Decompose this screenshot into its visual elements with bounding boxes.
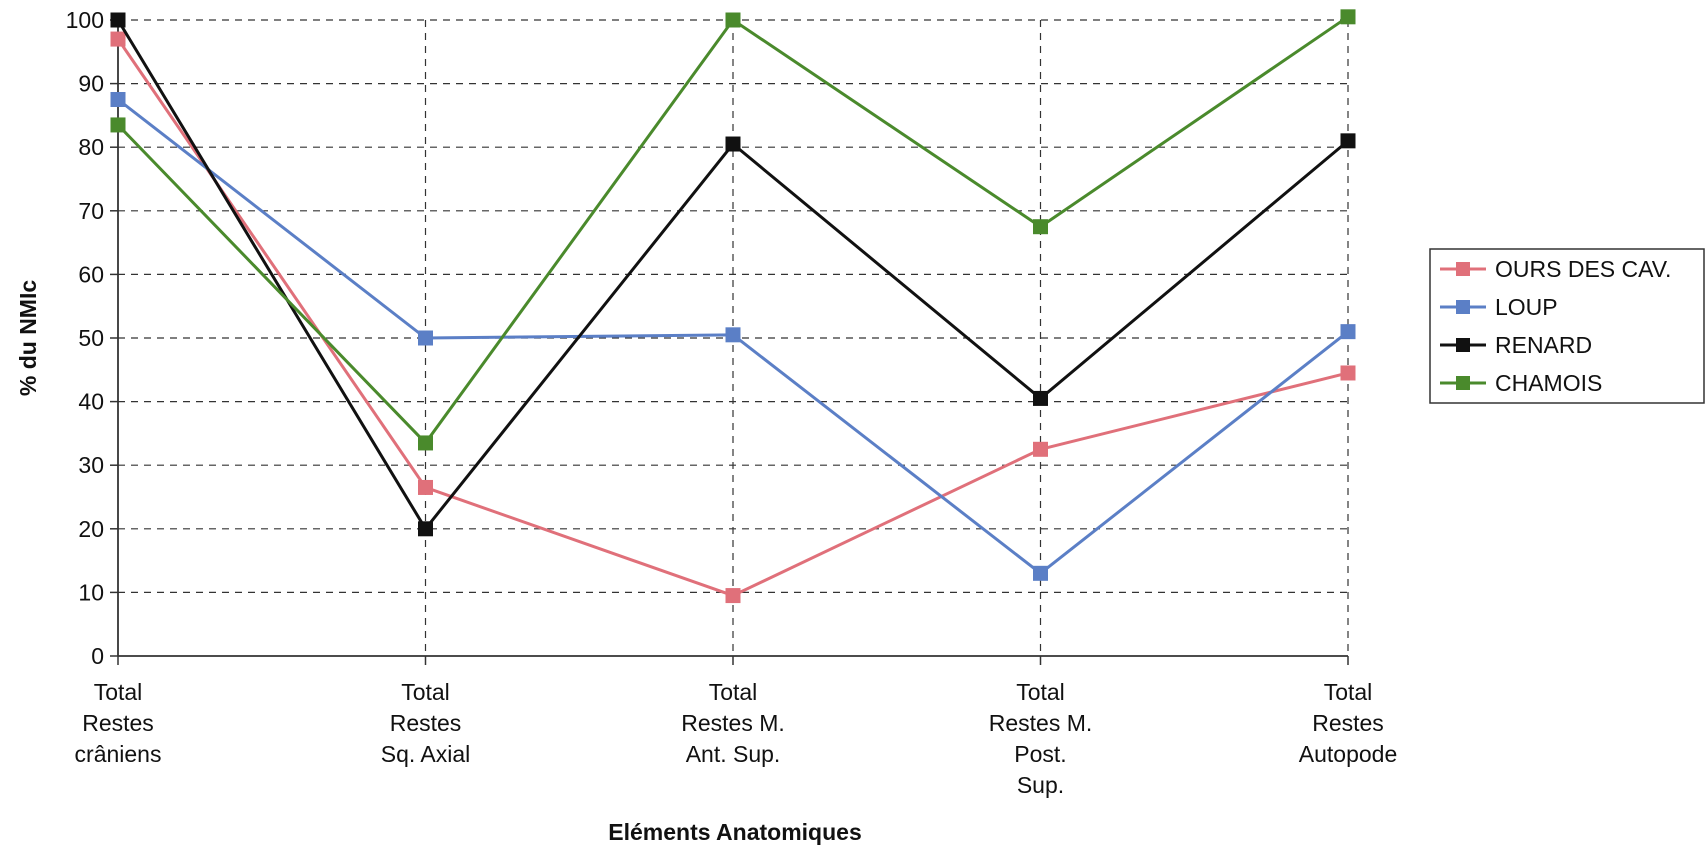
y-tick-label: 30 [78,452,104,478]
x-category-label: Total Restes M. Ant. Sup. [681,679,785,767]
y-tick-label: 40 [78,389,104,415]
y-tick-label: 60 [78,261,104,287]
x-category-label-line: Restes [390,710,462,736]
axes [110,16,1349,665]
x-category-label-line: Restes M. [681,710,785,736]
y-tick-label: 100 [66,7,104,33]
data-point-marker [725,588,741,604]
y-tick-labels: 0 10 20 30 40 50 60 70 80 90 100 [66,7,104,669]
x-category-label: Total Restes Autopode [1299,679,1397,767]
x-category-label-line: crâniens [75,741,162,767]
legend-item: RENARD [1440,332,1592,358]
y-tick-label: 20 [78,516,104,542]
data-point-marker [725,136,741,152]
x-category-label-line: Sq. Axial [381,741,471,767]
x-category-label-line: Sup. [1017,772,1064,798]
y-tick-label: 10 [78,579,104,605]
x-category-label-line: Total [1016,679,1065,705]
legend-swatch-marker [1456,300,1470,314]
y-tick-label: 0 [91,643,104,669]
data-point-marker [725,12,741,28]
legend-box [1429,248,1705,404]
data-point-marker [1340,133,1356,149]
data-point-marker [1033,219,1048,235]
data-point-marker [1033,441,1048,457]
data-point-marker [725,327,741,343]
x-category-label-line: Restes [82,710,154,736]
x-category-label-line: Total [709,679,758,705]
x-category-label-line: Post. [1014,741,1066,767]
x-category-label: Total Restes M. Post. Sup. [989,679,1093,798]
data-point-marker [110,92,126,107]
legend-item: CHAMOIS [1440,370,1602,396]
x-category-label-line: Autopode [1299,741,1397,767]
data-point-marker [418,435,433,451]
y-tick-label: 90 [78,71,104,97]
legend-label: CHAMOIS [1495,370,1602,396]
series-2 [110,12,1356,537]
x-category-label-line: Total [94,679,143,705]
legend-swatch-marker [1456,262,1470,276]
data-point-marker [1340,365,1356,381]
data-point-marker [418,330,433,346]
legend-swatch-marker [1456,376,1470,390]
x-axis-title: Eléments Anatomiques [608,819,861,845]
data-point-marker [110,117,126,133]
y-tick-label: 70 [78,198,104,224]
x-category-label-line: Restes [1312,710,1384,736]
x-category-label-line: Ant. Sup. [686,741,781,767]
data-point-marker [110,31,126,47]
legend-label: RENARD [1495,332,1592,358]
legend-swatch-marker [1456,338,1470,352]
data-point-marker [1340,9,1356,25]
x-category-label: Total Restes crâniens [75,679,162,767]
data-point-marker [1340,324,1356,340]
legend-item: OURS DES CAV. [1440,256,1671,282]
data-point-marker [1033,390,1048,406]
series-lines [110,9,1356,604]
y-tick-label: 80 [78,134,104,160]
legend-label: OURS DES CAV. [1495,256,1671,282]
x-category-label-line: Total [1324,679,1373,705]
data-point-marker [418,521,433,537]
legend-label: LOUP [1495,294,1558,320]
series-3 [110,9,1356,451]
x-category-label-line: Total [401,679,450,705]
x-category-label: Total Restes Sq. Axial [381,679,471,767]
data-point-marker [418,479,433,495]
x-category-label-line: Restes M. [989,710,1093,736]
y-axis-title: % du NMIc [15,280,41,396]
data-point-marker [1033,565,1048,581]
legend: OURS DES CAV. LOUP RENARD CHAMOIS [1429,248,1705,404]
data-point-marker [110,12,126,28]
y-tick-label: 50 [78,325,104,351]
legend-item: LOUP [1440,294,1558,320]
series-1 [110,92,1356,581]
